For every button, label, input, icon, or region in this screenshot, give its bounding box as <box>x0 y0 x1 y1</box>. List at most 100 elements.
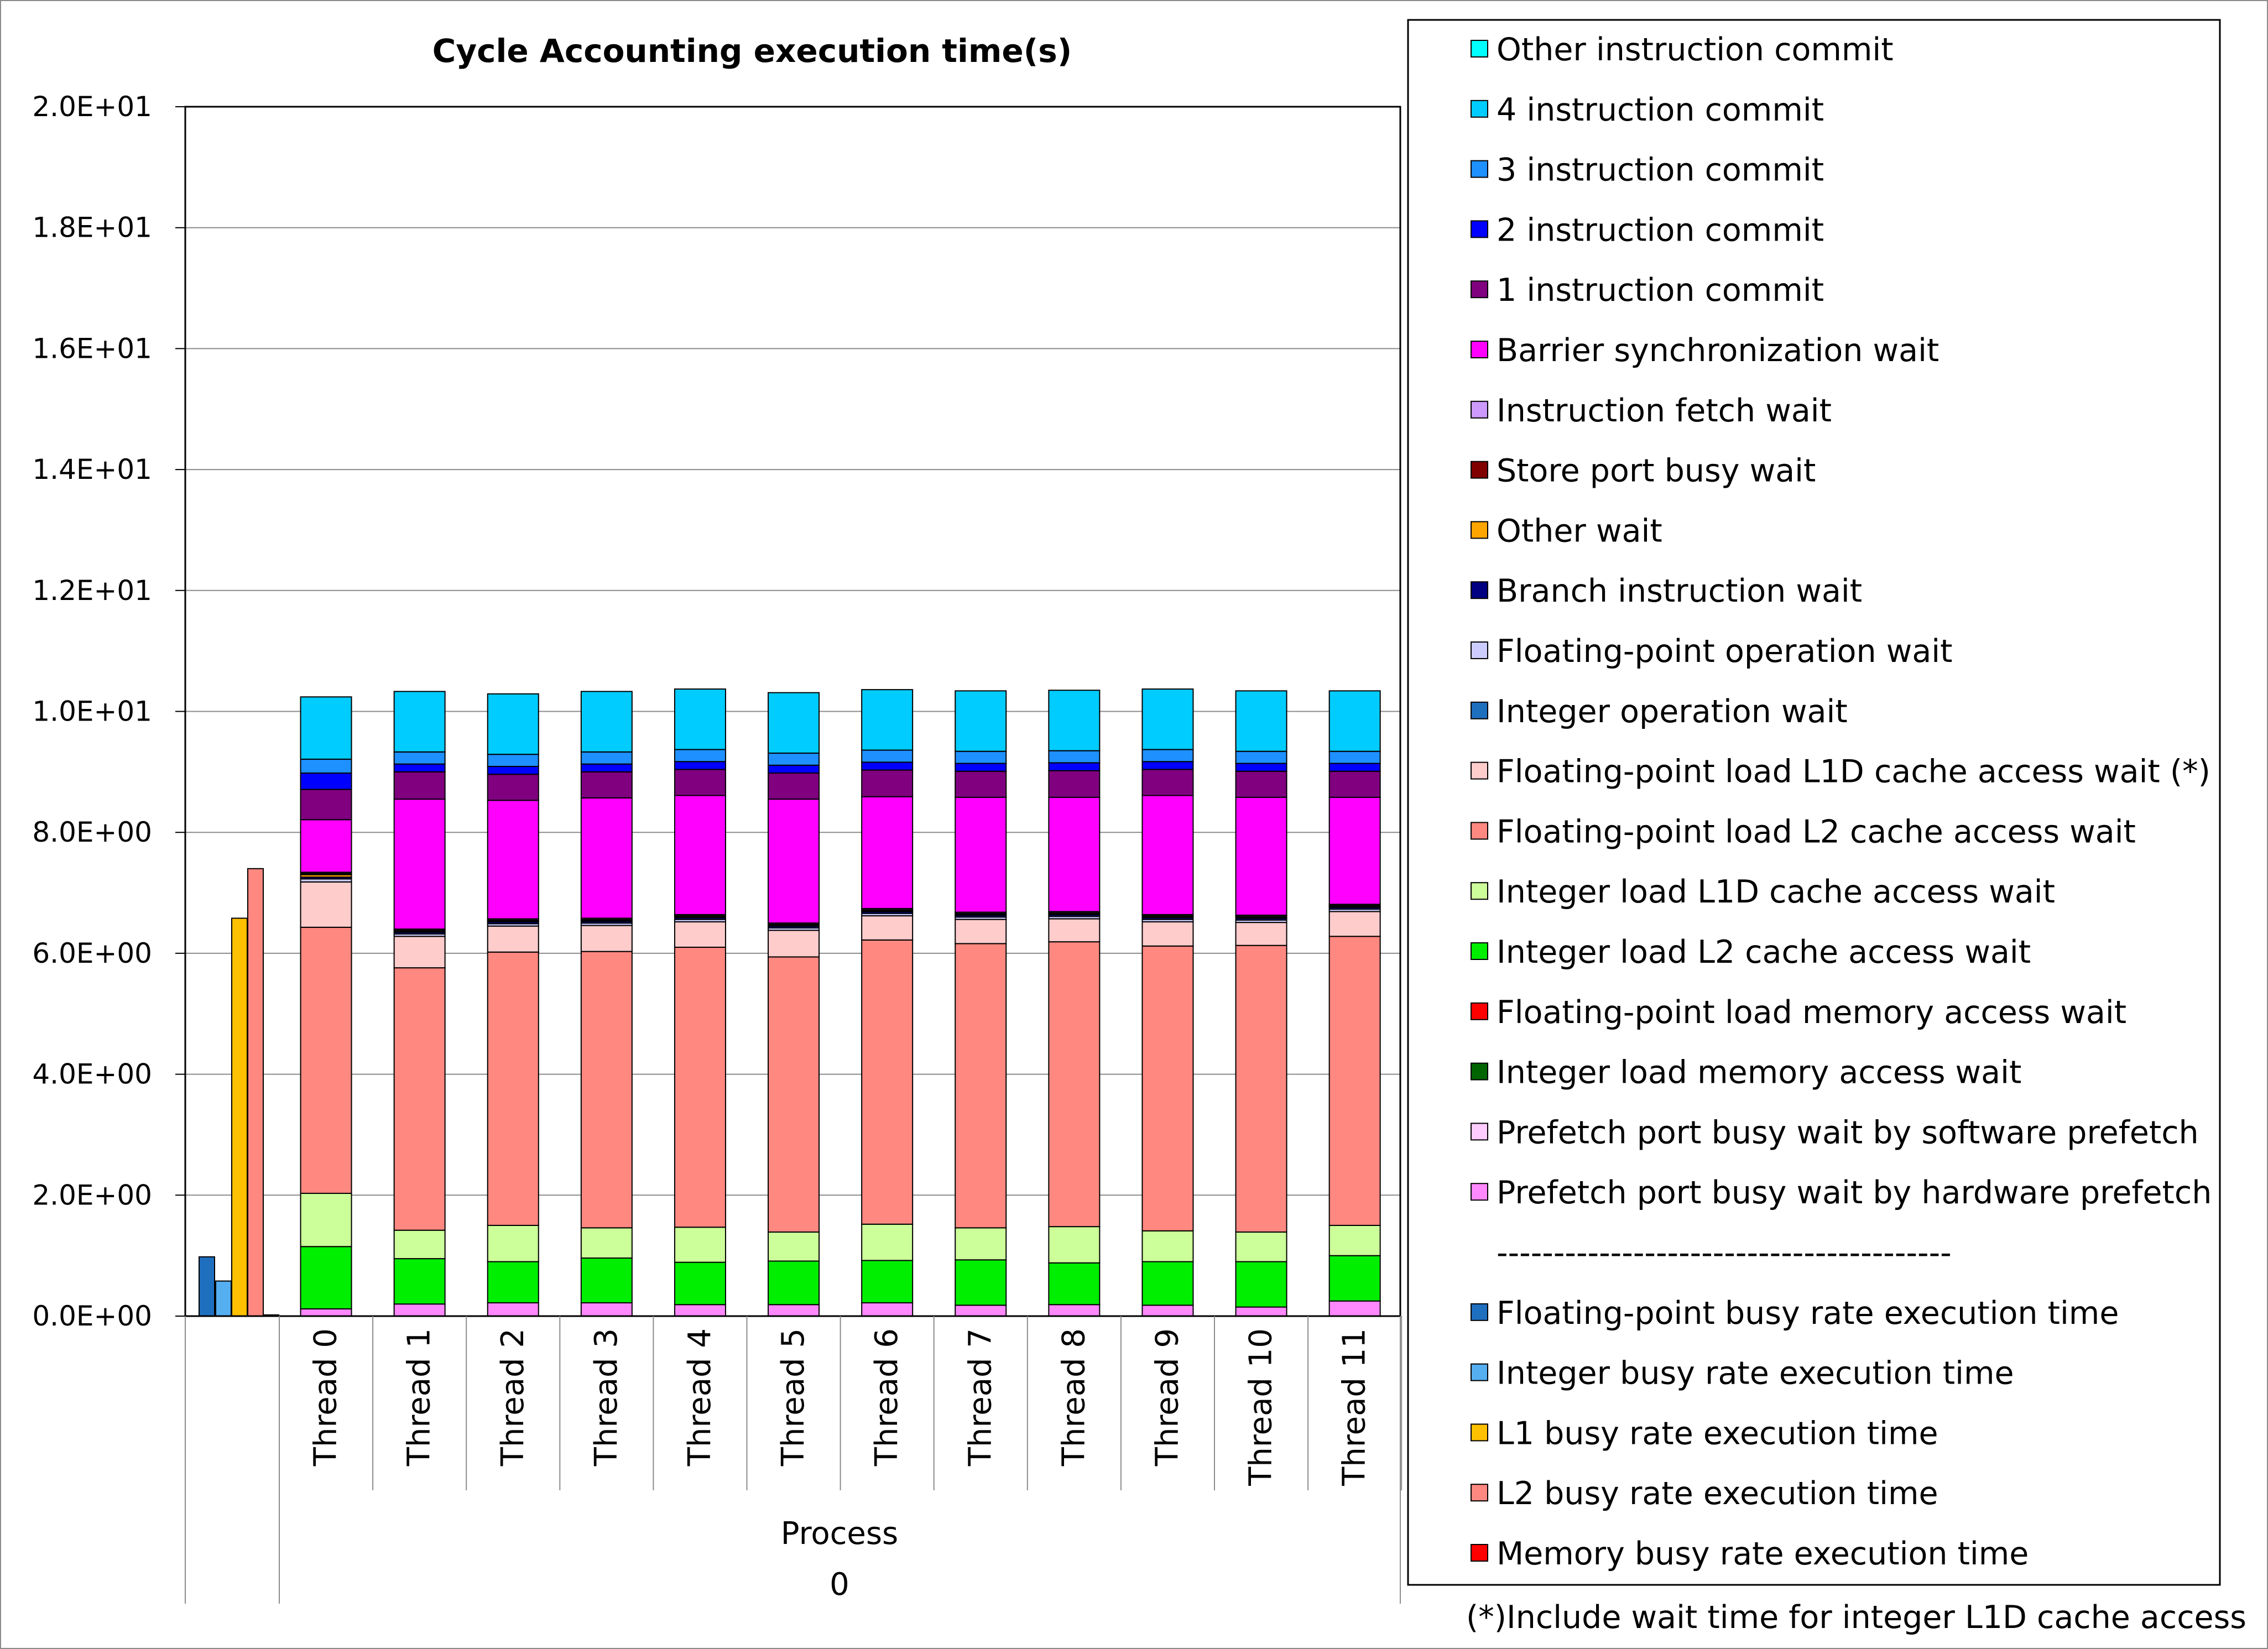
legend-swatch <box>1471 280 1488 299</box>
stack-segment <box>1141 795 1194 915</box>
legend-swatch <box>1471 1002 1488 1020</box>
stack-segment <box>955 943 1007 1229</box>
process-group-value: 0 <box>830 1567 849 1603</box>
legend-label: 3 instruction commit <box>1497 152 1824 189</box>
stack-segment <box>1328 750 1381 764</box>
legend-label: Store port busy wait <box>1497 453 1816 489</box>
y-tick-label: 1.0E+01 <box>32 696 152 728</box>
stack-segment <box>1048 1304 1101 1317</box>
stack-segment <box>1048 690 1101 752</box>
legend-swatch <box>1471 220 1488 238</box>
y-tick-label: 1.8E+01 <box>32 212 152 244</box>
category-label: Thread 8 <box>1056 1328 1092 1467</box>
stack-segment <box>580 763 633 773</box>
legend-swatch <box>1471 400 1488 419</box>
stack-segment <box>955 690 1007 752</box>
legend-label: 4 instruction commit <box>1497 92 1824 128</box>
stack-segment <box>300 881 352 928</box>
category-label: Thread 9 <box>1149 1328 1185 1467</box>
stack-segment <box>393 799 446 930</box>
stack-segment <box>300 773 352 790</box>
stack-segment <box>861 1223 914 1261</box>
stack-segment <box>768 799 820 924</box>
y-axis-ticks: 0.0E+00 2.0E+00 4.0E+00 6.0E+00 8.0E+00 1.0E+… <box>32 91 185 1332</box>
stack-segment <box>1328 911 1381 937</box>
stack-segment <box>674 1227 726 1263</box>
legend-label: Other wait <box>1497 513 1662 549</box>
stack-segment <box>1328 763 1381 772</box>
stack-segment <box>1048 1226 1101 1264</box>
chart-title: Cycle Accounting execution time(s) <box>432 32 1072 70</box>
stack-segment <box>768 1260 820 1306</box>
stack-segment <box>393 1229 446 1260</box>
legend-swatch <box>1471 1544 1488 1562</box>
stack-segment <box>1235 750 1287 764</box>
stack-segment <box>1328 1224 1381 1256</box>
stack-segment <box>1235 922 1287 946</box>
stack-segment <box>955 919 1007 944</box>
process-group-label: Process <box>781 1516 898 1552</box>
legend-swatch <box>1471 882 1488 900</box>
stack-segment <box>487 1224 539 1262</box>
stack-segment <box>768 930 820 958</box>
stack-segment <box>955 763 1007 772</box>
stack-segment <box>1141 749 1194 763</box>
stack-segment <box>487 1302 539 1317</box>
stack-segment <box>393 1303 446 1317</box>
stack-segment <box>861 689 914 751</box>
stack-segment <box>487 800 539 920</box>
stack-segment <box>1235 770 1287 798</box>
stack-segment <box>955 1259 1007 1306</box>
legend-label: Integer load memory access wait <box>1497 1055 2021 1091</box>
legend-swatch <box>1471 701 1488 719</box>
stack-segment <box>768 692 820 754</box>
stack-segment <box>861 749 914 763</box>
stack-segment <box>674 769 726 796</box>
legend-label: Prefetch port busy wait by software pref… <box>1497 1114 2199 1151</box>
stack-segment <box>768 1304 820 1317</box>
legend-label: Integer load L2 cache access wait <box>1497 934 2031 970</box>
stack-segment <box>1235 796 1287 916</box>
stack-segment <box>393 751 446 765</box>
plot-area <box>184 106 1401 1317</box>
legend-label: Floating-point operation wait <box>1497 633 1953 670</box>
y-tick-label: 2.0E+01 <box>32 91 152 123</box>
category-label: Thread 5 <box>775 1328 811 1467</box>
legend-divider: ---------------------------------------- <box>1497 1235 1952 1271</box>
stack-segment <box>1235 944 1287 1233</box>
legend-swatch <box>1471 1423 1488 1442</box>
stack-segment <box>300 819 352 873</box>
stack-segment <box>768 956 820 1233</box>
stack-segment <box>393 936 446 969</box>
y-tick-label: 0.0E+00 <box>32 1300 152 1332</box>
stack-segment <box>580 1257 633 1303</box>
stack-segment <box>1141 761 1194 770</box>
stack-segment <box>1328 936 1381 1226</box>
legend-swatch <box>1471 100 1488 118</box>
legend-label: Integer operation wait <box>1497 693 1848 730</box>
stack-segment <box>580 691 633 753</box>
legend-swatch <box>1471 1303 1488 1321</box>
category-label: Thread 10 <box>1243 1328 1279 1486</box>
legend-swatch <box>1471 341 1488 358</box>
legend-label: Floating-point load L2 cache access wait <box>1497 813 2136 850</box>
legend-swatch <box>1471 521 1488 539</box>
stack-segment <box>580 797 633 919</box>
stack-segment <box>1328 770 1381 798</box>
stack-segment <box>768 1231 820 1262</box>
stack-segment <box>580 925 633 952</box>
stack-segment <box>1048 762 1101 771</box>
legend-label: L2 busy rate execution time <box>1497 1475 1938 1512</box>
axes <box>184 106 1401 1317</box>
stack-segment <box>1235 1231 1287 1262</box>
stack-segment <box>1141 921 1194 947</box>
legend-label: Integer busy rate execution time <box>1497 1355 2014 1392</box>
stack-segment <box>580 1302 633 1317</box>
legend-swatch <box>1471 160 1488 178</box>
stack-segment <box>674 749 726 763</box>
stack-segment <box>674 921 726 948</box>
stack-segment <box>1048 941 1101 1228</box>
stack-segment <box>955 796 1007 913</box>
stack-segment <box>1328 1255 1381 1302</box>
